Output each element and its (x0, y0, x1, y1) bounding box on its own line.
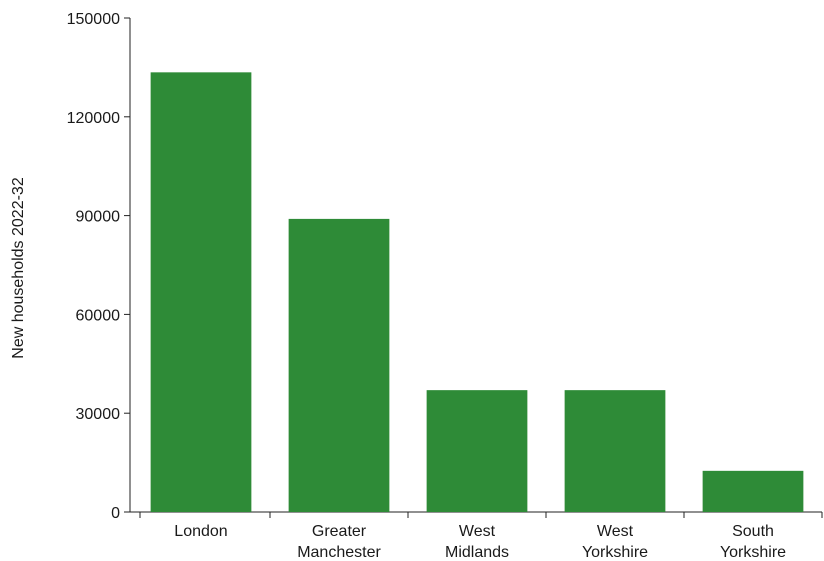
bar (288, 218, 390, 513)
x-tick-label: Yorkshire (582, 544, 648, 561)
y-tick-label: 120000 (67, 110, 120, 127)
x-tick-label: Manchester (297, 544, 381, 561)
x-tick-label: Midlands (445, 544, 509, 561)
bar (426, 390, 528, 512)
x-axis (130, 511, 823, 518)
bars (150, 72, 804, 513)
bar (564, 390, 666, 512)
x-tick-label: Greater (312, 523, 367, 540)
x-tick-label: West (459, 523, 496, 540)
x-tick-label: Yorkshire (720, 544, 786, 561)
bar (702, 470, 804, 512)
x-tick-label: West (597, 523, 634, 540)
y-tick-label: 150000 (67, 11, 120, 28)
x-tick-label: South (732, 523, 774, 540)
y-tick-label: 90000 (76, 209, 121, 226)
x-tick-labels: London Greater Manchester West Midlands West Y… (174, 523, 786, 561)
y-tick-label: 30000 (76, 406, 121, 423)
y-axis-title: New households 2022-32 (10, 177, 27, 359)
y-tick-label: 0 (111, 505, 120, 522)
bar (150, 72, 252, 512)
y-tick-label: 60000 (76, 307, 121, 324)
x-tick-label: London (174, 523, 227, 540)
y-axis: 0 30000 60000 90000 120000 150000 (67, 11, 131, 522)
